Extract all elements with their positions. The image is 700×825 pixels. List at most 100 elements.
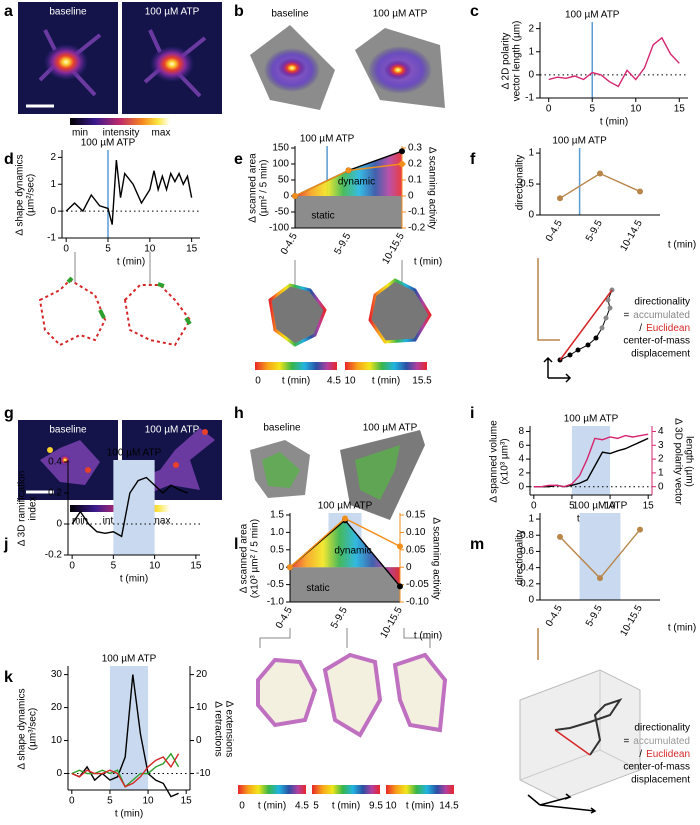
colorbar-label: 0 [239, 801, 245, 812]
y2-tick-label: 0 [196, 735, 202, 746]
panel-label: k [4, 669, 13, 686]
stimulus-label: 100 µM ATP [573, 501, 628, 512]
y-tick-label: 0 [518, 481, 524, 492]
y-tick-label: -1 [47, 233, 56, 244]
y2-tick-label: -0.10 [406, 597, 429, 608]
image-title: baseline [49, 7, 87, 18]
y-axis-label: (µm²/sec) [26, 174, 37, 216]
y2-tick-label: 10 [196, 702, 208, 713]
panel-m-diagram: directionality = accumulated / Euclidean c… [519, 628, 690, 814]
panel-label: h [234, 405, 244, 422]
x-tick-label: 0-4.5 [544, 218, 565, 244]
colorbar-label: max [152, 128, 171, 139]
colorbar-label: 4.5 [295, 801, 309, 812]
y2-tick-label: 0 [658, 481, 664, 492]
y2-tick-label: 0.3 [408, 143, 422, 154]
formula-part: / [639, 323, 642, 334]
stimulus-label: 100 µM ATP [107, 448, 162, 459]
y2-tick-label: 0 [406, 562, 412, 573]
region-label: dynamic [338, 177, 375, 188]
y2-axis-label: Δ extensions [223, 701, 234, 758]
x-tick-label: 0-4.5 [274, 605, 295, 631]
x-tick-label: 15 [181, 796, 193, 807]
colorbar-label: 10 [385, 801, 397, 812]
y-axis-label: Δ shape dynamics [15, 154, 26, 235]
x-tick-label: 5 [111, 561, 117, 572]
y-tick-label: -50 [275, 207, 290, 218]
colorbar-label: intensity [103, 128, 140, 139]
formula-part: accumulated [633, 736, 690, 747]
series-line [65, 159, 193, 225]
point [345, 167, 352, 174]
panel-label: c [470, 3, 479, 20]
stimulus-band [109, 666, 149, 790]
y2-tick-label: 3 [658, 440, 664, 451]
x-tick-label: 15 [186, 244, 198, 255]
panel-b-shapes: baseline 100 µM ATP [250, 9, 445, 110]
x-tick-label: 5 [589, 104, 595, 115]
y-tick-label: -0.5 [267, 579, 285, 590]
y-tick-label: 0.6 [520, 546, 534, 557]
stimulus-label: 100 µM ATP [102, 654, 157, 665]
panel-e-shapes: 0 t (min) 4.5 10 t (min) 15.5 [255, 260, 432, 387]
series-line [71, 476, 188, 538]
formula: displacement [631, 349, 690, 360]
stimulus-label: 100 µM ATP [552, 136, 607, 147]
y-tick-label: 0.2 [520, 578, 534, 589]
image-title: 100 µM ATP [145, 425, 200, 436]
x-axis-label: t (min) [414, 631, 442, 642]
x-axis-label: t (min) [120, 574, 148, 585]
panel-label: i [470, 405, 474, 422]
y-tick-label: 10 [51, 735, 63, 746]
y-axis-label: Δ spanned volume [489, 420, 500, 503]
image-title: baseline [271, 9, 309, 20]
y2-tick-label: 4 [658, 426, 664, 437]
y-tick-label: 4 [518, 454, 524, 465]
image-title: 100 µM ATP [363, 423, 418, 434]
y2-axis-label: Δ 3D polarity vector [672, 418, 683, 505]
x-tick-label: 10 [144, 244, 156, 255]
colorbar-label: t (min) [282, 376, 310, 387]
x-tick-label: 5-9.5 [329, 605, 350, 631]
x-axis-label: t (min) [668, 240, 696, 251]
formula: center-of-mass [623, 336, 690, 347]
colorbar-label: 15.5 [412, 376, 432, 387]
region-label: static [306, 583, 329, 594]
series-line [533, 433, 649, 488]
x-tick-label: 10 [143, 796, 155, 807]
point [292, 193, 298, 199]
region-label: static [311, 211, 334, 222]
panel-d-shapes [38, 252, 192, 347]
y-axis-label: Δ 3D ramification [17, 471, 28, 547]
image-title: baseline [263, 423, 301, 434]
x-tick-label: 15 [674, 104, 686, 115]
stimulus-band [571, 426, 611, 495]
y-tick-label: 2 [50, 152, 56, 163]
series-line [71, 753, 180, 788]
panel-f-diagram: directionality = accumulated / Euclidean c… [537, 258, 690, 383]
y-tick-label: 0.8 [520, 530, 534, 541]
y-tick-label: 0 [528, 70, 534, 81]
point [597, 170, 603, 177]
y-tick-label: 150 [272, 143, 289, 154]
y-tick-label: 1 [50, 179, 56, 190]
panel-label: g [4, 405, 14, 422]
point [397, 583, 403, 590]
formula-part: accumulated [633, 310, 690, 321]
formula: = accumulated [623, 736, 690, 747]
image-title: 100 µM ATP [145, 7, 200, 18]
y2-tick-label: 0 [408, 191, 414, 202]
y-tick-label: 0 [56, 519, 62, 530]
y-tick-label: 1 [528, 46, 534, 57]
colorbar-label: t (min) [332, 801, 360, 812]
y2-tick-label: 1 [658, 468, 664, 479]
formula: directionality [634, 297, 690, 308]
x-tick-label: 5-9.5 [584, 603, 605, 629]
panel-h-shapes: baseline 100 µM ATP [250, 423, 425, 520]
x-tick-label: 0 [63, 244, 69, 255]
x-tick-label: 0 [69, 561, 75, 572]
x-tick-label: 5-9.5 [584, 218, 605, 244]
x-tick-label: 5 [569, 501, 575, 512]
formula: / Euclidean [639, 749, 690, 760]
y-tick-label: 0 [528, 210, 534, 221]
